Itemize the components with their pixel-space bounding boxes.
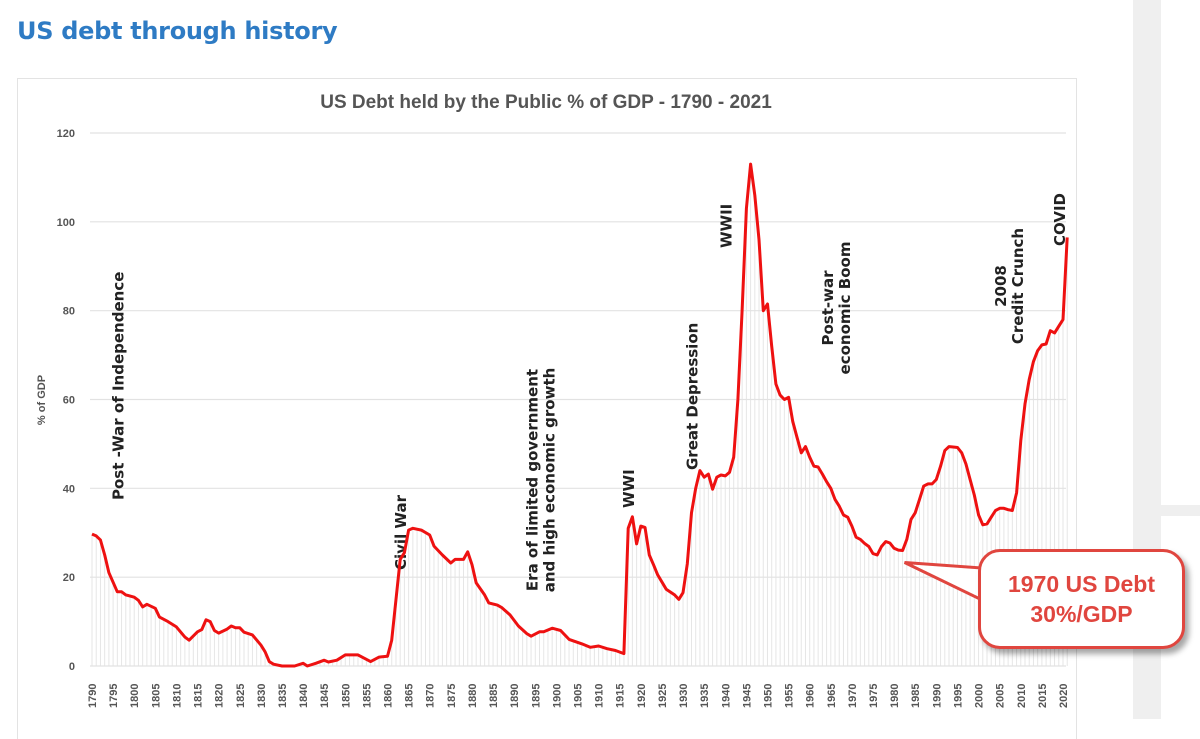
x-tick-label: 1990 <box>931 684 943 708</box>
x-tick-label: 1850 <box>340 684 352 708</box>
x-tick-label: 1920 <box>636 684 648 708</box>
y-tick-label: 20 <box>63 572 75 584</box>
x-tick-label: 1975 <box>868 684 880 708</box>
annotation: 2008 Credit Crunch <box>992 228 1027 344</box>
x-tick-label: 1980 <box>889 684 901 708</box>
annotation: Post-war economic Boom <box>819 242 854 375</box>
x-tick-label: 1845 <box>319 684 331 708</box>
x-tick-label: 1900 <box>551 684 563 708</box>
y-axis-label: % of GDP <box>36 375 48 425</box>
annotation: WWI <box>620 469 638 508</box>
annotation-text: economic Boom <box>836 242 854 375</box>
x-tick-label: 1855 <box>361 684 373 708</box>
gridlines <box>90 132 1066 667</box>
x-tick-label: 1915 <box>615 684 627 708</box>
x-tick-label: 1945 <box>741 684 753 708</box>
callout-line-1: 1970 US Debt <box>1007 571 1155 597</box>
x-tick-label: 1830 <box>256 684 268 708</box>
annotation: COVID <box>1051 193 1069 246</box>
x-tick-label: 1910 <box>594 684 606 708</box>
y-tick-label: 0 <box>69 661 75 673</box>
x-tick-label: 1835 <box>277 684 289 708</box>
x-tick-label: 1930 <box>678 684 690 708</box>
annotation: Post -War of Independence <box>109 272 127 500</box>
annotation-text: WWII <box>717 204 735 248</box>
x-tick-label: 1895 <box>530 684 542 708</box>
x-tick-label: 2000 <box>974 684 986 708</box>
annotation: Era of limited government and high econom… <box>524 368 559 593</box>
x-tick-label: 1840 <box>298 684 310 708</box>
x-tick-label: 1860 <box>383 684 395 708</box>
x-tick-label: 2015 <box>1037 684 1049 708</box>
annotation-text: Post -War of Independence <box>109 272 127 500</box>
debt-series-line <box>91 162 1069 668</box>
x-tick-label: 1880 <box>467 684 479 708</box>
sidebar-band <box>1161 505 1200 516</box>
x-tick-label: 1965 <box>826 684 838 708</box>
x-tick-label: 1875 <box>446 684 458 708</box>
annotation-text: COVID <box>1051 193 1069 246</box>
annotation-text: 2008 <box>992 265 1010 307</box>
y-tick-label: 60 <box>63 395 75 407</box>
x-tick-label: 1955 <box>784 684 796 708</box>
x-tick-label: 1790 <box>87 684 99 708</box>
x-tick-label: 2005 <box>995 684 1007 708</box>
x-tick-label: 1810 <box>171 684 183 708</box>
debt-chart: 0 20 40 60 80 100 120 1790 1795 1800 1805 1810 1815… <box>36 92 1070 708</box>
callout-pointer <box>903 561 984 603</box>
y-tick-label: 80 <box>63 306 75 318</box>
callout-box: 1970 US Debt 30%/GDP <box>978 549 1185 649</box>
x-tick-label: 1870 <box>425 684 437 708</box>
annotation-text: Credit Crunch <box>1009 228 1027 344</box>
callout-line-2: 30%/GDP <box>1030 601 1133 627</box>
y-tick-labels: 0 20 40 60 80 100 120 <box>57 128 75 673</box>
annotation: WWII <box>717 204 735 248</box>
annotation: Great Depression <box>683 323 701 470</box>
x-tick-label: 1815 <box>193 684 205 708</box>
x-tick-labels: 1790 1795 1800 1805 1810 1815 1820 1825 1830 1835… <box>87 684 1070 708</box>
x-tick-label: 1970 <box>847 684 859 708</box>
x-tick-label: 1985 <box>910 684 922 708</box>
x-tick-label: 2020 <box>1058 684 1070 708</box>
x-tick-label: 1885 <box>488 684 500 708</box>
x-tick-label: 1925 <box>657 684 669 708</box>
annotation-text: Post-war <box>819 270 837 346</box>
annotation-text: and high economic growth <box>541 368 559 593</box>
x-tick-label: 1960 <box>805 684 817 708</box>
background-bars <box>91 164 1068 666</box>
x-tick-label: 1995 <box>952 684 964 708</box>
x-tick-label: 1805 <box>150 684 162 708</box>
page-heading: US debt through history <box>17 17 338 45</box>
x-tick-label: 1940 <box>720 684 732 708</box>
x-tick-label: 1905 <box>573 684 585 708</box>
x-tick-label: 1890 <box>509 684 521 708</box>
x-tick-label: 1865 <box>404 684 416 708</box>
y-tick-label: 100 <box>57 217 75 229</box>
x-tick-label: 2010 <box>1016 684 1028 708</box>
x-tick-label: 1935 <box>699 684 711 708</box>
x-tick-label: 1950 <box>762 684 774 708</box>
annotation-text: Great Depression <box>683 323 701 470</box>
annotation-text: WWI <box>620 469 638 508</box>
side-panel <box>1161 0 1200 505</box>
chart-title: US Debt held by the Public % of GDP - 17… <box>320 92 772 113</box>
x-tick-label: 1800 <box>129 684 141 708</box>
y-tick-label: 120 <box>57 128 75 140</box>
y-tick-label: 40 <box>63 483 75 495</box>
x-tick-label: 1825 <box>235 684 247 708</box>
x-tick-label: 1795 <box>108 684 120 708</box>
annotation-text: Era of limited government <box>524 369 542 591</box>
x-tick-label: 1820 <box>214 684 226 708</box>
